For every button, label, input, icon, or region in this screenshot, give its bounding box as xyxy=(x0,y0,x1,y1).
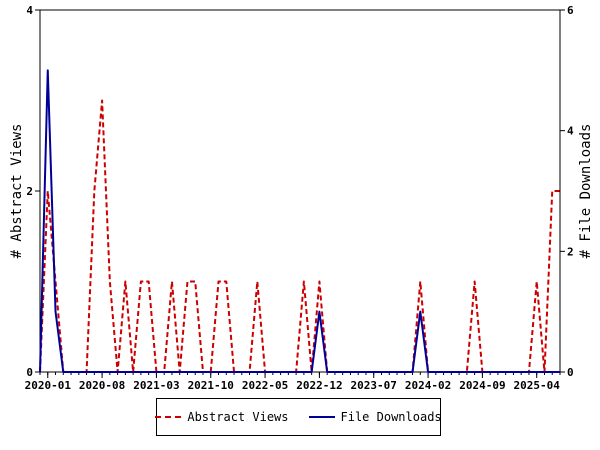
x-tick-label: 2022-05 xyxy=(242,379,288,392)
x-tick-label: 2021-03 xyxy=(133,379,179,392)
x-tick-label: 2023-07 xyxy=(351,379,397,392)
legend-item-file-downloads: File Downloads xyxy=(308,410,442,424)
x-tick-label: 2022-12 xyxy=(296,379,342,392)
x-tick-label: 2024-02 xyxy=(405,379,451,392)
y2-tick-label: 0 xyxy=(567,366,574,379)
y-axis-title: # Abstract Views xyxy=(9,124,25,259)
series-line-abstract-views xyxy=(39,99,560,373)
y2-tick-label: 6 xyxy=(567,4,574,17)
legend-label-file-downloads: File Downloads xyxy=(340,410,442,424)
y-tick-label: 2 xyxy=(26,185,33,198)
y2-tick-label: 2 xyxy=(567,245,574,258)
x-tick-label: 2020-01 xyxy=(25,379,72,392)
plot-frame xyxy=(39,9,561,373)
legend-label-abstract-views: Abstract Views xyxy=(187,410,289,424)
y-tick-label: 0 xyxy=(26,366,33,379)
series-line-file-downloads xyxy=(39,69,560,373)
x-tick-label: 2020-08 xyxy=(79,379,125,392)
y-tick-label: 4 xyxy=(26,4,33,17)
dashed-line-swatch-icon xyxy=(155,416,182,418)
y2-axis-title: # File Downloads xyxy=(578,124,594,259)
x-tick-label: 2025-04 xyxy=(514,379,561,392)
x-tick-label: 2024-09 xyxy=(459,379,505,392)
legend: Abstract Views File Downloads xyxy=(155,398,442,436)
y2-tick-label: 4 xyxy=(567,125,574,138)
legend-item-abstract-views: Abstract Views xyxy=(155,410,289,424)
x-tick-label: 2021-10 xyxy=(188,379,234,392)
solid-line-swatch-icon xyxy=(308,416,335,418)
